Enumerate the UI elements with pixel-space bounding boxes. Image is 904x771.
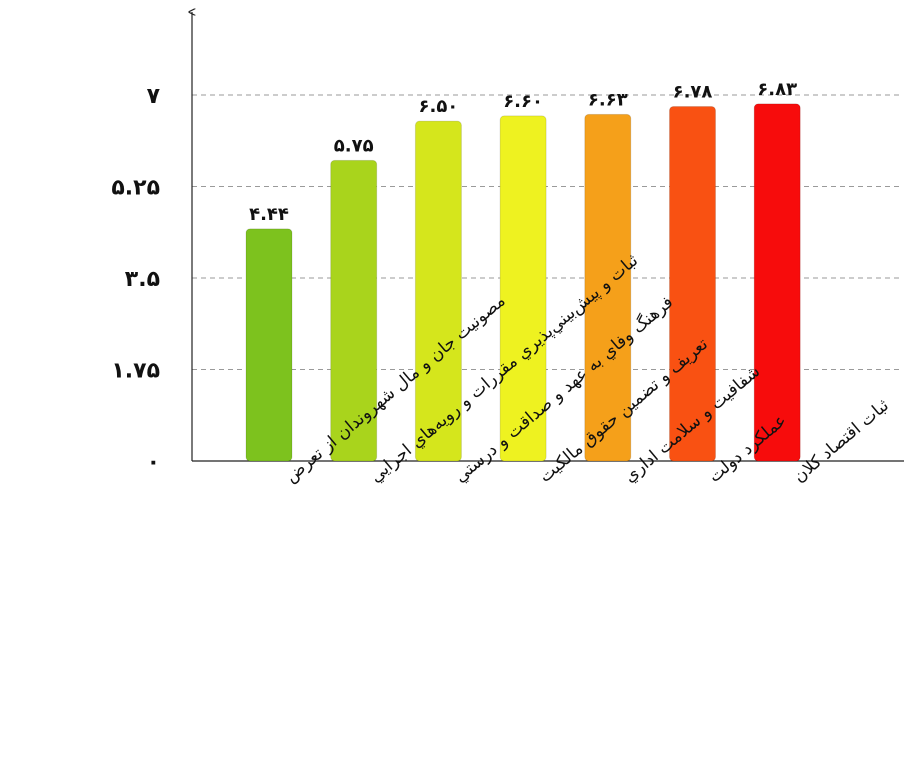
bar xyxy=(669,106,716,462)
bar xyxy=(499,115,547,462)
bar xyxy=(414,120,462,462)
data-label: ۶.۷۸ xyxy=(673,82,713,103)
bar xyxy=(753,103,801,462)
bar xyxy=(245,228,293,462)
data-label: ۶.۶۰ xyxy=(503,91,543,112)
y-tick-label: ۱.۷۵ xyxy=(111,359,160,384)
y-tick-labels: ۰ ۱.۷۵ ۳.۵ ۵.۲۵ ۷ xyxy=(111,84,160,475)
category-label: ثبات اقتصاد كلان xyxy=(790,395,893,486)
bars xyxy=(245,103,801,462)
y-tick-label: ۰ xyxy=(147,450,160,475)
data-label: ۶.۵۰ xyxy=(419,96,459,117)
y-tick-label: ۵.۲۵ xyxy=(111,176,160,201)
data-labels: ۴.۴۴ ۵.۷۵ ۶.۵۰ ۶.۶۰ ۶.۶۳ ۶.۷۸ ۶.۸۳ xyxy=(249,79,797,225)
data-label: ۶.۸۳ xyxy=(757,79,797,100)
data-label: ۶.۶۳ xyxy=(588,89,628,110)
data-label: ۵.۷۵ xyxy=(334,135,374,156)
bar xyxy=(584,113,632,462)
y-tick-label: ۷ xyxy=(147,84,161,109)
y-tick-label: ۳.۵ xyxy=(125,267,160,292)
bar xyxy=(330,159,378,462)
data-label: ۴.۴۴ xyxy=(249,204,289,225)
